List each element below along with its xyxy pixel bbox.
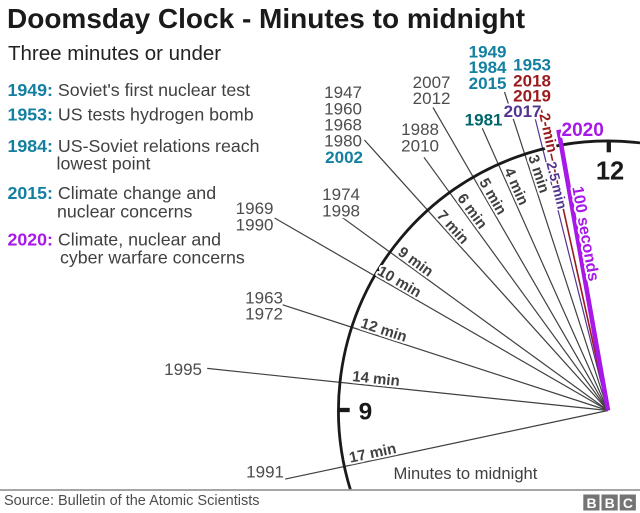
svg-text:Minutes to midnight: Minutes to midnight [394,464,538,483]
svg-text:1972: 1972 [245,305,283,324]
svg-text:1969: 1969 [236,199,274,218]
svg-text:12: 12 [596,158,624,186]
svg-text:1949: Soviet's first nuclear t: 1949: Soviet's first nuclear test [8,80,251,100]
svg-text:B: B [605,495,615,511]
svg-text:1995: 1995 [164,360,202,379]
svg-text:2018: 2018 [513,72,551,91]
svg-text:2017: 2017 [504,102,542,121]
svg-text:Doomsday Clock - Minutes to mi: Doomsday Clock - Minutes to midnight [7,3,525,34]
svg-text:B: B [586,495,596,511]
svg-text:1968: 1968 [324,116,362,135]
svg-text:2019: 2019 [513,87,551,106]
svg-text:C: C [623,495,633,511]
svg-text:1953: 1953 [513,56,551,75]
svg-text:2015: 2015 [469,74,507,93]
svg-text:2010: 2010 [401,137,439,156]
svg-text:lowest point: lowest point [57,154,151,174]
svg-text:1998: 1998 [322,201,360,220]
svg-text:1991: 1991 [246,463,284,482]
svg-text:2020: Climate, nuclear and: 2020: Climate, nuclear and [8,230,222,250]
svg-text:1981: 1981 [465,111,503,130]
svg-text:2020: 2020 [562,120,604,141]
svg-text:2002: 2002 [325,148,363,167]
svg-text:2007: 2007 [413,73,451,92]
svg-text:nuclear concerns: nuclear concerns [57,202,193,222]
svg-text:9: 9 [359,399,373,426]
svg-text:1990: 1990 [236,216,274,235]
svg-text:1980: 1980 [324,132,362,151]
svg-text:cyber warfare concerns: cyber warfare concerns [60,248,245,268]
svg-text:1953: US tests hydrogen bomb: 1953: US tests hydrogen bomb [8,105,254,125]
svg-text:1949: 1949 [469,43,507,62]
svg-text:1988: 1988 [401,120,439,139]
svg-text:1963: 1963 [245,288,283,307]
svg-text:Source: Bulletin of the Atomic: Source: Bulletin of the Atomic Scientist… [4,493,260,509]
svg-text:1974: 1974 [322,185,360,204]
svg-text:1960: 1960 [324,100,362,119]
svg-text:2012: 2012 [413,89,451,108]
svg-text:1984: US-Soviet relations reac: 1984: US-Soviet relations reach [8,136,260,156]
svg-text:1984: 1984 [469,58,507,77]
svg-text:Three minutes or under: Three minutes or under [8,42,221,65]
svg-text:2015: Climate change and: 2015: Climate change and [8,183,217,203]
svg-text:1947: 1947 [324,83,362,102]
